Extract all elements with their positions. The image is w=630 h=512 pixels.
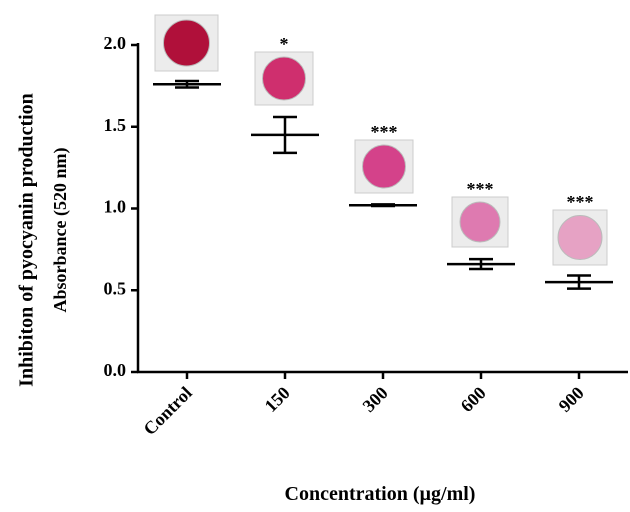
significance-label: *** xyxy=(567,192,594,212)
x-tick-label: 900 xyxy=(555,383,588,416)
well xyxy=(262,56,306,101)
x-axis-title: Concentration (µg/ml) xyxy=(285,483,476,505)
x-tick-label: Control xyxy=(139,383,195,439)
well xyxy=(557,215,603,260)
x-tick-label: 600 xyxy=(457,383,490,416)
well xyxy=(459,201,501,243)
significance-label: * xyxy=(280,34,289,54)
well xyxy=(362,144,406,189)
y-axis-title: Inhibiton of pyocyanin production xyxy=(16,93,38,387)
significance-label: *** xyxy=(467,179,494,199)
x-tick-label: 150 xyxy=(261,383,294,416)
well xyxy=(163,19,210,67)
y-axis-subtitle: Absorbance (520 nm) xyxy=(50,147,71,312)
y-tick-label: 1.0 xyxy=(104,197,127,217)
y-tick-label: 1.5 xyxy=(104,115,127,135)
y-tick-label: 0.0 xyxy=(104,360,127,380)
x-tick-label: 300 xyxy=(359,383,392,416)
significance-label: *** xyxy=(371,122,398,142)
y-tick-label: 0.5 xyxy=(104,278,127,298)
y-tick-label: 2.0 xyxy=(104,33,127,53)
